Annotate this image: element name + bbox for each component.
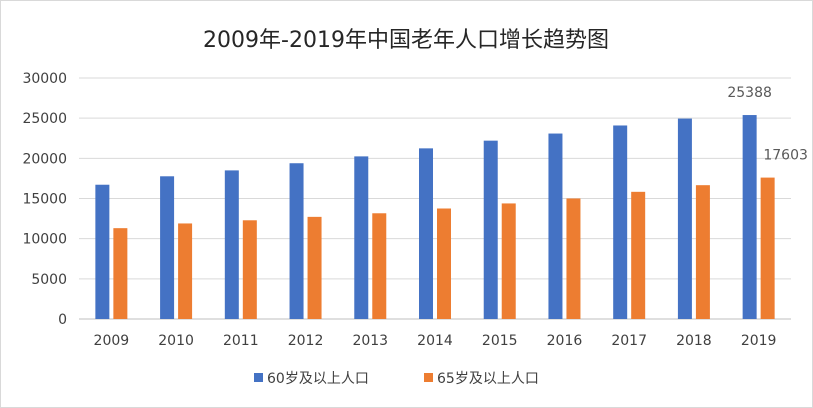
y-tick-label: 5000 [31, 272, 67, 288]
y-tick-label: 25000 [22, 111, 67, 127]
bar-60plus-2016 [548, 133, 563, 319]
x-tick-label: 2013 [352, 333, 388, 349]
bar-60plus-2017 [613, 125, 628, 320]
bar-65plus-2014 [437, 208, 451, 319]
bar-65plus-2013 [372, 213, 387, 319]
bar-60plus-2015 [483, 140, 498, 319]
x-tick-label: 2011 [223, 333, 259, 349]
bar-65plus-2019 [760, 177, 775, 319]
bar-65plus-2010 [178, 223, 193, 319]
legend-swatch-0 [254, 373, 263, 382]
x-tick-label: 2016 [547, 333, 583, 349]
bar-65plus-2017 [631, 191, 646, 319]
x-tick-label: 2019 [741, 333, 777, 349]
y-tick-label: 0 [58, 312, 67, 328]
bar-60plus-2010 [160, 176, 175, 319]
bar-60plus-2019 [742, 115, 757, 319]
bar-65plus-2018 [695, 185, 710, 319]
bar-60plus-2011 [224, 170, 239, 319]
y-tick-label: 10000 [22, 232, 67, 248]
x-tick-label: 2017 [611, 333, 647, 349]
chart-title: 2009年-2019年中国老年人口增长趋势图 [203, 28, 609, 53]
bar-60plus-2014 [419, 148, 433, 319]
bar-60plus-2018 [677, 118, 692, 319]
data-label: 17603 [763, 148, 808, 164]
legend-label-0: 60岁及以上人口 [267, 371, 369, 387]
y-tick-label: 20000 [22, 151, 67, 167]
x-tick-label: 2010 [158, 333, 194, 349]
x-tick-label: 2009 [94, 333, 130, 349]
bar-65plus-2012 [307, 216, 322, 319]
legend-label-1: 65岁及以上人口 [437, 371, 539, 387]
bar-60plus-2012 [289, 163, 304, 319]
bar-60plus-2013 [354, 156, 369, 319]
bar-65plus-2009 [113, 228, 128, 319]
x-tick-label: 2015 [482, 333, 518, 349]
bar-60plus-2009 [95, 184, 110, 319]
bar-65plus-2016 [566, 198, 581, 319]
legend-swatch-1 [424, 373, 433, 382]
x-tick-label: 2018 [676, 333, 712, 349]
y-tick-label: 30000 [22, 71, 67, 87]
bar-65plus-2015 [501, 203, 516, 319]
data-label: 25388 [727, 85, 772, 101]
y-tick-label: 15000 [22, 192, 67, 208]
x-tick-label: 2012 [288, 333, 324, 349]
bar-65plus-2011 [242, 220, 257, 319]
x-tick-label: 2014 [417, 333, 453, 349]
